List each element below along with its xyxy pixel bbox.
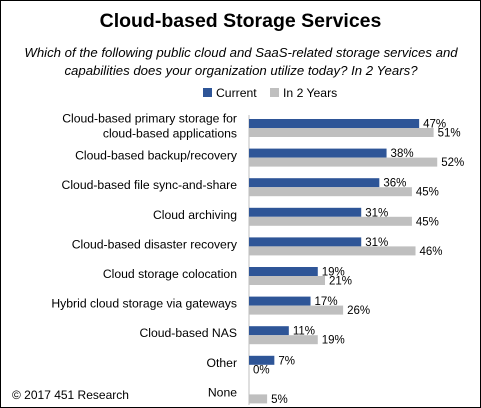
data-label-in-2-years: 52% [441,157,464,169]
bar-current [249,148,387,158]
category-label: Other [207,356,237,370]
bar-current [249,296,311,306]
category-label: Cloud storage colocation [103,267,237,281]
bar-in-2-years [249,216,412,226]
category-label: Cloud-based disaster recovery [72,237,238,251]
data-label-in-2-years: 51% [438,128,461,140]
data-label-current: 47% [423,119,446,131]
bar-current [249,207,362,217]
data-label-current: 36% [383,178,406,190]
bar-in-2-years [249,276,326,285]
category-label: Cloud-based NAS [139,326,237,340]
data-label-current: 17% [315,296,338,308]
bar-in-2-years [249,335,318,345]
copyright-text: © 2017 451 Research [12,388,129,402]
bar-current [249,326,289,336]
data-label-current: 31% [365,237,388,249]
data-label-in-2-years: 5% [271,394,288,406]
bar-in-2-years [249,128,434,137]
legend-item-current: Current [203,86,257,100]
bar-current [249,267,318,276]
legend-swatch-current [203,88,212,97]
category-label: Cloud archiving [153,208,237,222]
bar-current [249,237,362,247]
bar-current [249,119,420,128]
category-label: Cloud-based backup/recovery [75,149,238,163]
data-label-in-2-years: 45% [416,187,439,199]
data-label-in-2-years: 0% [253,364,270,376]
bar-current [249,178,380,188]
data-label-in-2-years: 26% [347,305,370,317]
legend-label-in-2-years: In 2 Years [283,86,338,100]
data-label-in-2-years: 46% [420,246,443,258]
category-label: Hybrid cloud storage via gateways [51,297,237,311]
chart-legend: Current In 2 Years [203,86,347,100]
data-label-in-2-years: 45% [416,216,439,228]
bar-in-2-years [249,157,438,167]
bar-in-2-years [249,246,416,256]
legend-item-in-2-years: In 2 Years [270,86,337,100]
data-label-in-2-years: 19% [322,335,345,347]
data-label-current: 19% [322,267,345,279]
legend-label-current: Current [216,86,257,100]
bar-in-2-years [249,305,344,315]
bar-in-2-years [249,394,268,404]
bar-current [249,355,275,365]
bar-in-2-years [249,187,412,197]
data-label-current: 7% [278,355,295,367]
chart-subtitle: Which of the following public cloud and … [24,45,458,78]
category-label: Cloud-based file sync-and-share [62,178,238,192]
legend-swatch-in-2-years [270,88,280,97]
category-label: Cloud-based primary storage for cloud-bas… [62,112,237,141]
data-label-current: 38% [391,148,414,160]
data-label-current: 11% [293,326,315,338]
data-label-in-2-years: 21% [329,276,352,288]
data-label-current: 31% [365,207,388,219]
category-label: None [208,385,237,399]
chart-title: Cloud-based Storage Services [99,10,382,32]
